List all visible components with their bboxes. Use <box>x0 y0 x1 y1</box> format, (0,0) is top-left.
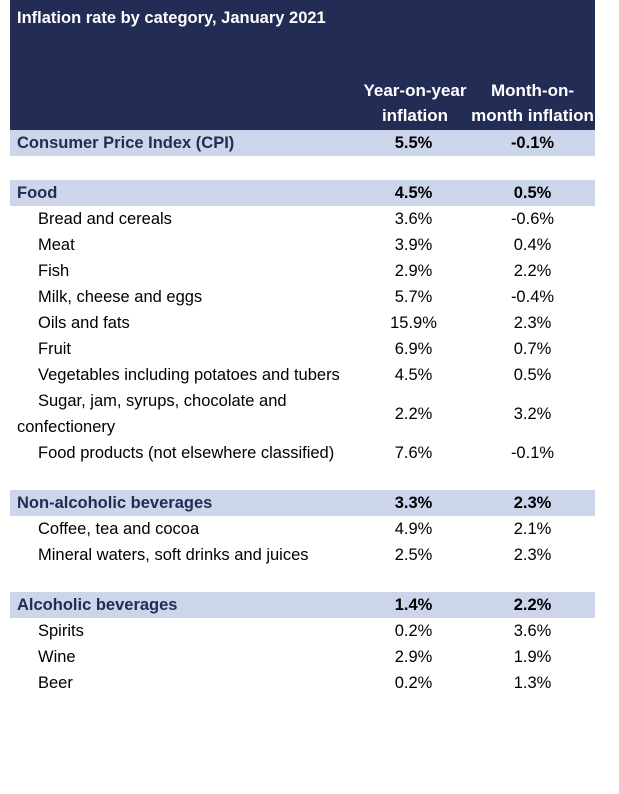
row-label: Alcoholic beverages <box>17 596 178 614</box>
row-label: Wine <box>38 648 76 666</box>
row-spacer <box>10 466 595 490</box>
yoy-value: 2.2% <box>394 404 433 423</box>
table-row: Spirits 0.2% 3.6% <box>10 618 595 644</box>
row-label: Beer <box>38 674 73 692</box>
yoy-value: 0.2% <box>394 673 433 692</box>
mom-value: -0.6% <box>510 209 555 228</box>
category-row: Non-alcoholic beverages 3.3% 2.3% <box>10 490 595 516</box>
row-label: Spirits <box>38 622 84 640</box>
table-header: Inflation rate by category, January 2021… <box>10 0 595 130</box>
mom-value: -0.4% <box>510 287 555 306</box>
yoy-value: 4.5% <box>394 365 433 384</box>
table-row: Mineral waters, soft drinks and juices 2.… <box>10 542 595 568</box>
column-header-mom: Month-on-month inflation <box>471 81 594 125</box>
table-row: Beer 0.2% 1.3% <box>10 670 595 696</box>
yoy-value: 15.9% <box>390 313 437 332</box>
mom-value: 0.4% <box>513 235 552 254</box>
yoy-value: 6.9% <box>394 339 433 358</box>
row-spacer <box>10 156 595 180</box>
yoy-value: 4.5% <box>394 183 433 202</box>
yoy-value: 2.9% <box>394 261 433 280</box>
mom-value: 1.3% <box>513 673 552 692</box>
row-label: Mineral waters, soft drinks and juices <box>38 546 309 564</box>
row-label: Food products (not elsewhere classified) <box>38 444 335 462</box>
row-label: Bread and cereals <box>38 210 172 228</box>
table-row: Wine 2.9% 1.9% <box>10 644 595 670</box>
mom-value: 2.2% <box>513 261 552 280</box>
row-label: Non-alcoholic beverages <box>17 494 213 512</box>
table-row: Fish 2.9% 2.2% <box>10 258 595 284</box>
category-row: Alcoholic beverages 1.4% 2.2% <box>10 592 595 618</box>
row-label: Fruit <box>38 340 71 358</box>
inflation-table: Inflation rate by category, January 2021… <box>10 0 595 696</box>
yoy-value: 2.9% <box>394 647 433 666</box>
column-header-yoy: Year-on-year inflation <box>363 81 467 125</box>
table-title: Inflation rate by category, January 2021 <box>17 9 326 27</box>
mom-value: 0.5% <box>513 365 552 384</box>
category-row: Food 4.5% 0.5% <box>10 180 595 206</box>
row-label: Meat <box>38 236 75 254</box>
row-label: Oils and fats <box>38 314 130 332</box>
yoy-value: 3.6% <box>394 209 433 228</box>
yoy-value: 7.6% <box>394 443 433 462</box>
mom-value: 1.9% <box>513 647 552 666</box>
mom-value: 2.3% <box>513 313 552 332</box>
mom-value: -0.1% <box>510 133 555 152</box>
yoy-value: 5.7% <box>394 287 433 306</box>
table-row: Oils and fats 15.9% 2.3% <box>10 310 595 336</box>
mom-value: 0.5% <box>513 183 552 202</box>
table-row: Coffee, tea and cocoa 4.9% 2.1% <box>10 516 595 542</box>
row-label: Milk, cheese and eggs <box>38 288 203 306</box>
row-label: Vegetables including potatoes and tubers <box>38 366 340 384</box>
table-row: Vegetables including potatoes and tubers… <box>10 362 595 388</box>
category-row: Consumer Price Index (CPI) 5.5% -0.1% <box>10 130 595 156</box>
yoy-value: 5.5% <box>394 133 433 152</box>
yoy-value: 1.4% <box>394 595 433 614</box>
row-spacer <box>10 568 595 592</box>
mom-value: 3.6% <box>513 621 552 640</box>
table-row: Bread and cereals 3.6% -0.6% <box>10 206 595 232</box>
row-label: Fish <box>38 262 70 280</box>
table-row: Fruit 6.9% 0.7% <box>10 336 595 362</box>
table-row: Sugar, jam, syrups, chocolate and confec… <box>10 388 595 440</box>
mom-value: 0.7% <box>513 339 552 358</box>
row-label: Sugar, jam, syrups, chocolate and confec… <box>17 392 287 436</box>
table-row: Food products (not elsewhere classified)… <box>10 440 595 466</box>
mom-value: 3.2% <box>513 404 552 423</box>
mom-value: 2.3% <box>513 493 552 512</box>
yoy-value: 0.2% <box>394 621 433 640</box>
table-row: Milk, cheese and eggs 5.7% -0.4% <box>10 284 595 310</box>
row-label: Consumer Price Index (CPI) <box>17 134 235 152</box>
yoy-value: 2.5% <box>394 545 433 564</box>
row-label: Food <box>17 184 58 202</box>
row-label: Coffee, tea and cocoa <box>38 520 200 538</box>
mom-value: 2.1% <box>513 519 552 538</box>
mom-value: 2.2% <box>513 595 552 614</box>
mom-value: -0.1% <box>510 443 555 462</box>
yoy-value: 3.9% <box>394 235 433 254</box>
table-body: Consumer Price Index (CPI) 5.5% -0.1% Food 4… <box>10 130 595 696</box>
yoy-value: 3.3% <box>394 493 433 512</box>
mom-value: 2.3% <box>513 545 552 564</box>
table-row: Meat 3.9% 0.4% <box>10 232 595 258</box>
yoy-value: 4.9% <box>394 519 433 538</box>
